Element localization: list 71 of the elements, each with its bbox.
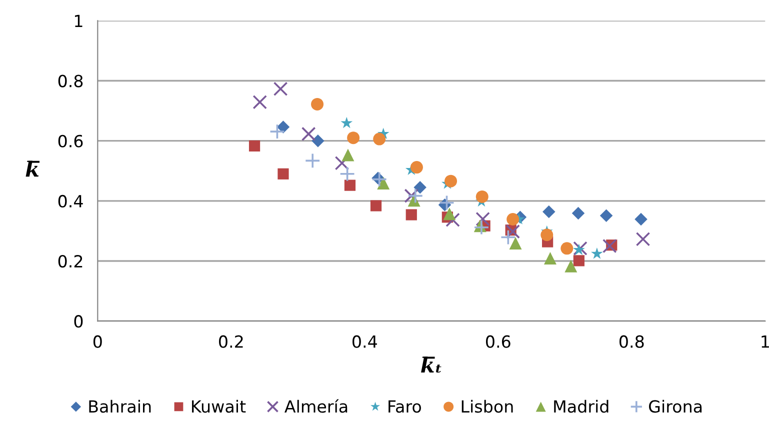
point bbox=[414, 181, 426, 194]
y-axis-title: k̅ bbox=[26, 160, 40, 177]
point bbox=[406, 209, 417, 220]
point bbox=[311, 98, 324, 110]
point bbox=[371, 171, 388, 188]
point bbox=[564, 260, 578, 272]
point bbox=[476, 190, 488, 203]
point bbox=[446, 212, 460, 228]
point bbox=[334, 156, 350, 170]
point bbox=[377, 176, 390, 190]
x-tick-label: 1 bbox=[762, 335, 769, 348]
point bbox=[506, 213, 520, 226]
point bbox=[540, 228, 554, 242]
point bbox=[602, 238, 617, 254]
point bbox=[560, 242, 574, 255]
point bbox=[443, 208, 456, 220]
point bbox=[573, 241, 588, 256]
point bbox=[542, 205, 556, 218]
x-tick-label: 0.6 bbox=[486, 335, 510, 348]
point bbox=[474, 220, 490, 236]
point bbox=[278, 168, 289, 180]
x-tick-label: 0.8 bbox=[620, 335, 644, 348]
point bbox=[273, 82, 288, 96]
legend-label: Faro bbox=[388, 400, 421, 413]
point bbox=[340, 116, 353, 128]
x-tick-label: 0.2 bbox=[219, 335, 243, 348]
legend-label: Lisbon bbox=[462, 400, 513, 413]
point bbox=[509, 237, 522, 250]
legend-label: Kuwait bbox=[192, 400, 246, 413]
point bbox=[408, 188, 424, 204]
y-tick-label: 0.2 bbox=[58, 254, 82, 268]
point bbox=[444, 174, 458, 188]
point bbox=[347, 132, 360, 144]
x-tick-label: 0.4 bbox=[352, 335, 377, 348]
point bbox=[476, 212, 490, 226]
point bbox=[269, 124, 286, 140]
point bbox=[438, 194, 455, 211]
point bbox=[404, 188, 419, 203]
point bbox=[304, 152, 320, 169]
y-tick-label: 0 bbox=[74, 315, 83, 328]
point bbox=[342, 148, 354, 162]
point bbox=[636, 232, 650, 246]
point bbox=[370, 200, 382, 212]
legend-label: Bahrain bbox=[89, 400, 151, 413]
point bbox=[410, 161, 423, 174]
point bbox=[634, 212, 648, 226]
x-axis-title: k̅ₜ bbox=[421, 356, 442, 373]
point bbox=[506, 224, 520, 239]
y-tick-label: 0.4 bbox=[58, 194, 83, 208]
point bbox=[301, 126, 316, 142]
point bbox=[572, 206, 585, 220]
point bbox=[500, 229, 516, 246]
point bbox=[344, 180, 356, 191]
x-tick-label: 0 bbox=[93, 335, 102, 348]
point bbox=[373, 132, 386, 146]
point bbox=[544, 252, 556, 265]
point bbox=[248, 140, 260, 152]
point bbox=[573, 255, 584, 266]
point bbox=[312, 134, 324, 148]
legend-label: Madrid bbox=[554, 400, 608, 413]
y-tick-label: 1 bbox=[75, 14, 82, 28]
y-tick-label: 0.6 bbox=[58, 134, 83, 148]
point bbox=[591, 248, 603, 259]
point bbox=[276, 120, 290, 134]
legend-label: Girona bbox=[649, 400, 702, 413]
point bbox=[600, 209, 613, 222]
point bbox=[572, 244, 585, 255]
point bbox=[252, 94, 268, 110]
point bbox=[339, 166, 356, 182]
legend-label: Almería bbox=[284, 399, 348, 413]
y-tick-label: 0.8 bbox=[58, 74, 83, 88]
